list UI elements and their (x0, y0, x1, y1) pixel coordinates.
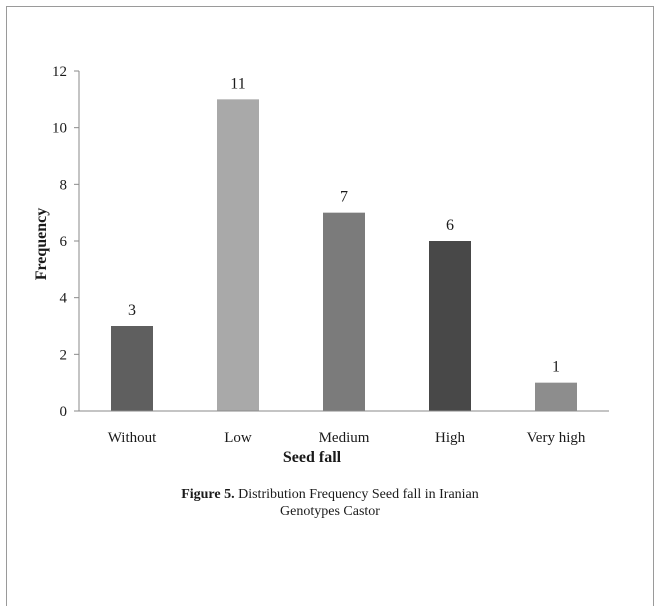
x-axis: Without Low Medium High Very high (79, 410, 609, 446)
y-tick-label: 2 (60, 347, 68, 363)
y-tick-label: 8 (60, 177, 68, 193)
data-label: 11 (230, 75, 245, 92)
bar (429, 241, 471, 411)
y-axis-title: Frequency (33, 208, 50, 281)
caption-line-1: Distribution Frequency Seed fall in Iran… (234, 487, 479, 502)
bar (217, 99, 259, 411)
y-tick-label: 10 (52, 121, 67, 137)
y-axis: 0 2 4 6 8 10 12 (52, 64, 80, 420)
category-label: Very high (527, 430, 586, 446)
data-label: 7 (340, 189, 348, 206)
category-label: Without (108, 430, 157, 446)
figure-caption: Figure 5. Distribution Frequency Seed fa… (0, 486, 660, 520)
bar (535, 382, 577, 411)
category-label: High (435, 430, 466, 446)
data-label: 3 (128, 302, 136, 319)
y-tick-label: 0 (60, 404, 68, 420)
bars (111, 99, 577, 411)
y-tick-label: 6 (60, 234, 68, 250)
category-label: Low (224, 430, 252, 446)
category-label: Medium (319, 430, 370, 446)
x-axis-title: Seed fall (283, 449, 342, 466)
bar (323, 212, 365, 411)
data-label: 6 (446, 217, 454, 234)
bar-chart: 0 2 4 6 8 10 12 3 11 7 6 1 Without Low Medium High Ver… (33, 64, 609, 466)
caption-prefix: Figure 5. (181, 487, 235, 502)
y-tick-label: 12 (52, 64, 67, 80)
caption-line-2: Genotypes Castor (280, 504, 380, 519)
data-label: 1 (552, 359, 560, 376)
data-labels: 3 11 7 6 1 (128, 75, 560, 375)
y-tick-label: 4 (60, 291, 68, 307)
bar (111, 326, 153, 411)
